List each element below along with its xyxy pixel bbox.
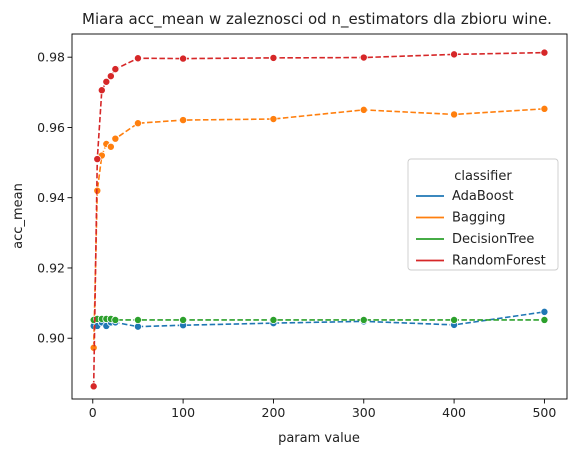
legend-label: RandomForest <box>452 254 546 269</box>
data-point <box>106 72 115 81</box>
data-point <box>540 104 549 113</box>
data-point <box>450 110 459 119</box>
y-axis: 0.90 0.92 0.94 0.96 0.98 <box>37 50 72 346</box>
legend-item-decisiontree: DecisionTree <box>416 232 534 247</box>
data-point <box>450 315 459 324</box>
chart-title: Miara acc_mean w zaleznosci od n_estimat… <box>82 10 552 29</box>
data-point <box>133 119 142 128</box>
y-tick-label: 0.98 <box>37 50 65 65</box>
x-tick-label: 300 <box>352 405 376 420</box>
legend-items: AdaBoost Bagging DecisionTree RandomForest <box>416 189 546 269</box>
data-point <box>93 155 102 164</box>
x-tick-label: 500 <box>532 405 556 420</box>
data-point <box>179 315 188 324</box>
data-point <box>359 315 368 324</box>
legend-title: classifier <box>454 169 512 184</box>
data-point <box>89 382 98 391</box>
x-tick-label: 0 <box>89 405 97 420</box>
series-randomforest <box>89 48 549 391</box>
data-point <box>269 53 278 62</box>
data-point <box>269 115 278 124</box>
data-point <box>133 54 142 63</box>
data-point <box>269 315 278 324</box>
legend-item-bagging: Bagging <box>416 211 506 226</box>
data-point <box>540 307 549 316</box>
data-point <box>133 315 142 324</box>
series-layer <box>89 48 549 391</box>
data-point <box>179 116 188 125</box>
data-point <box>102 77 111 86</box>
data-point <box>450 50 459 59</box>
y-tick-label: 0.92 <box>37 260 65 275</box>
data-point <box>179 54 188 63</box>
data-point <box>359 53 368 62</box>
series-line <box>93 318 545 321</box>
data-point <box>97 86 106 95</box>
data-point <box>106 142 115 151</box>
data-point <box>111 65 120 74</box>
legend-item-randomforest: RandomForest <box>416 254 546 269</box>
data-point <box>133 322 142 331</box>
data-point <box>111 134 120 143</box>
legend-label: DecisionTree <box>452 232 534 247</box>
series-bagging <box>89 104 549 352</box>
plot-frame <box>71 33 568 400</box>
x-axis-label: param value <box>278 431 360 446</box>
legend-label: AdaBoost <box>452 189 514 204</box>
legend-label: Bagging <box>452 211 506 226</box>
legend: classifier AdaBoost Bagging DecisionTree Ra… <box>407 158 559 271</box>
series-decisiontree <box>89 314 549 324</box>
y-axis-label: acc_mean <box>11 183 26 249</box>
legend-box <box>407 158 559 271</box>
data-point <box>540 315 549 324</box>
x-axis: 0 100 200 300 400 500 <box>89 399 556 420</box>
x-tick-label: 100 <box>171 405 195 420</box>
y-tick-label: 0.96 <box>37 120 65 135</box>
data-point <box>540 48 549 57</box>
x-tick-label: 400 <box>442 405 466 420</box>
y-tick-label: 0.94 <box>37 190 65 205</box>
series-line <box>92 51 545 387</box>
series-line <box>92 108 545 348</box>
y-tick-label: 0.90 <box>37 331 65 346</box>
legend-item-adaboost: AdaBoost <box>416 189 514 204</box>
x-tick-label: 200 <box>262 405 286 420</box>
data-point <box>359 105 368 114</box>
data-point <box>111 315 120 324</box>
